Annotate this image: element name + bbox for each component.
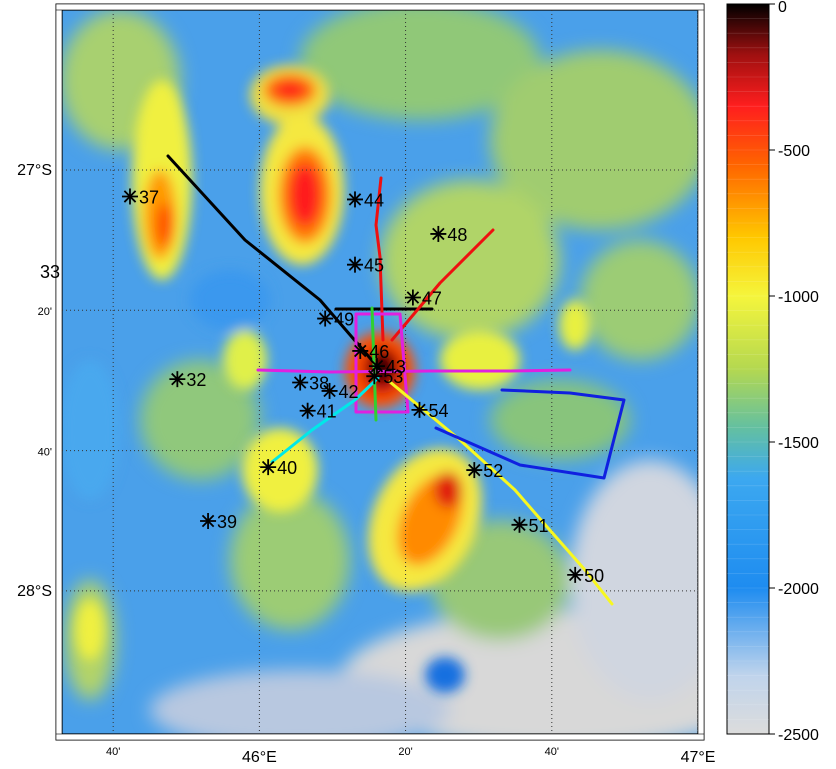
y-tick-label: 28°S	[17, 583, 52, 600]
graticule	[62, 10, 698, 734]
station-40: 40	[260, 458, 297, 478]
y-axis-labels: 27°S 20' 40' 28°S	[17, 162, 52, 600]
asterisk-icon	[404, 289, 421, 306]
blue-track	[434, 388, 626, 480]
station-48: 48	[430, 225, 467, 245]
station-label: 41	[317, 402, 337, 422]
station-42: 42	[321, 382, 359, 402]
black-track-nw	[166, 154, 384, 374]
y-tick-label: 27°S	[17, 162, 52, 179]
colorbar-label: -1500	[778, 435, 819, 452]
asterisk-icon	[346, 191, 363, 208]
asterisk-icon	[511, 516, 528, 533]
asterisk-icon	[317, 310, 334, 327]
colorbar-labels: 0 -500 -1000 -1500 -2000 -2500	[769, 0, 819, 744]
x-tick-label: 20'	[398, 746, 412, 758]
station-46: 46	[352, 342, 389, 362]
asterisk-icon	[292, 374, 309, 391]
colorbar-gradient	[726, 3, 770, 735]
asterisk-icon	[430, 225, 447, 242]
bathymetry-field	[62, 10, 698, 734]
asterisk-icon	[200, 513, 217, 530]
station-label: 43	[386, 357, 406, 377]
asterisk-icon	[299, 402, 316, 419]
asterisk-icon	[346, 256, 363, 273]
station-51: 51	[511, 516, 549, 536]
station-label: 46	[369, 342, 389, 362]
magenta-track-ew	[256, 368, 572, 374]
x-tick-label: 40'	[106, 746, 120, 758]
asterisk-icon	[352, 342, 369, 359]
survey-tracks	[166, 154, 626, 606]
station-label: 49	[334, 310, 354, 330]
x-tick-label: 40'	[545, 746, 559, 758]
station-label: 40	[277, 458, 297, 478]
asterisk-icon	[121, 188, 138, 205]
station-label: 48	[447, 225, 467, 245]
cyan-track	[270, 376, 380, 464]
station-53: 53	[366, 367, 403, 387]
station-label: 37	[139, 187, 159, 207]
station-45: 45	[346, 256, 384, 276]
asterisk-icon	[368, 358, 385, 375]
colorbar-label: 0	[778, 0, 787, 16]
station-39: 39	[200, 512, 237, 532]
red-track-48	[390, 228, 495, 342]
station-52: 52	[466, 461, 503, 481]
station-47: 47	[404, 288, 442, 308]
station-43: 43	[368, 357, 406, 377]
asterisk-icon	[366, 368, 383, 385]
station-41: 41	[299, 402, 337, 422]
colorbar-bands	[727, 18, 769, 720]
y-tick-label: 20'	[38, 306, 52, 318]
y-tick-label: 40'	[38, 447, 52, 459]
station-54: 54	[411, 401, 449, 421]
asterisk-icon	[411, 401, 428, 418]
station-label: 47	[422, 288, 442, 308]
station-37: 37	[121, 187, 159, 207]
station-38: 38	[292, 374, 329, 394]
station-label: 45	[364, 256, 384, 276]
colorbar-label: -2000	[778, 581, 819, 598]
asterisk-icon	[260, 459, 277, 476]
station-label: 39	[217, 512, 237, 532]
colorbar-label: -2500	[778, 727, 819, 744]
station-label: 54	[428, 401, 448, 421]
station-label: 38	[309, 374, 329, 394]
station-label: 44	[364, 190, 384, 210]
x-axis-labels: 40' 46°E 20' 40' 47°E	[106, 746, 715, 766]
map-frame	[55, 3, 705, 741]
asterisk-icon	[169, 371, 186, 388]
station-49: 49	[317, 310, 354, 330]
asterisk-icon	[321, 382, 338, 399]
station-label: 52	[483, 461, 503, 481]
x-tick-label: 47°E	[681, 749, 716, 766]
station-label: 53	[383, 367, 403, 387]
station-32: 32	[169, 370, 206, 390]
magenta-box	[354, 312, 410, 414]
station-44: 44	[346, 190, 384, 210]
colorbar-label: -1000	[778, 289, 819, 306]
station-label: 50	[584, 566, 604, 586]
station-label: 32	[186, 370, 206, 390]
station-50: 50	[567, 566, 604, 586]
x-tick-label: 46°E	[242, 749, 277, 766]
station-label: 42	[339, 382, 359, 402]
red-track-44	[374, 176, 385, 342]
station-label: 51	[528, 516, 548, 536]
colorbar-label: -500	[778, 143, 810, 160]
asterisk-icon	[567, 566, 584, 583]
asterisk-icon	[466, 462, 483, 479]
edge-label: 33	[40, 262, 60, 282]
colorbar: 0 -500 -1000 -1500 -2000 -2500	[726, 0, 819, 744]
yellow-track	[388, 380, 614, 606]
